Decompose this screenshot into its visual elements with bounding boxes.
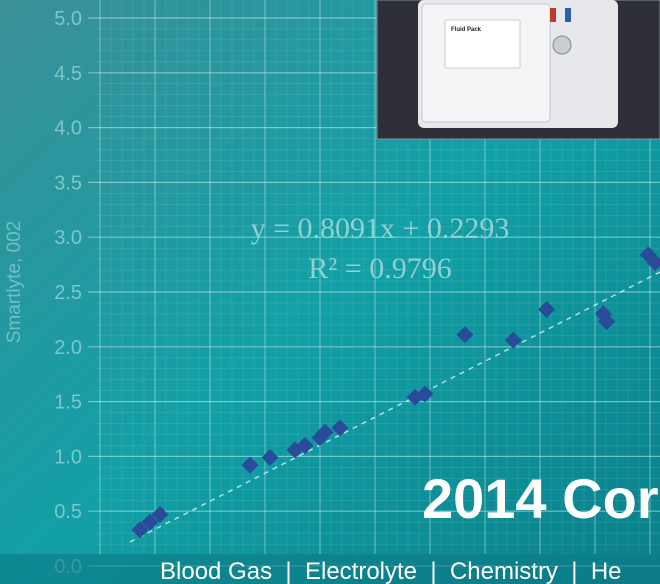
y-tick-label: 0.5	[54, 501, 82, 523]
footer-text: Blood Gas | Electrolyte | Chemistry | He	[160, 558, 622, 584]
y-tick-label: 4.0	[54, 118, 82, 140]
y-tick-label: 1.0	[54, 446, 82, 468]
y-tick-label: 4.5	[54, 63, 82, 85]
port-blue	[565, 8, 571, 22]
y-tick-label: 2.5	[54, 282, 82, 304]
equation: y = 0.8091x + 0.2293	[251, 212, 510, 245]
y-axis-label: Smartlyte, 002	[4, 221, 25, 344]
y-tick-label: 2.0	[54, 337, 82, 359]
inset-photo: Fluid Pack	[377, 0, 660, 139]
r-squared: R² = 0.9796	[308, 252, 451, 285]
cover-title: 2014 Cor	[422, 467, 659, 530]
y-tick-label: 1.5	[54, 392, 82, 414]
valve	[553, 36, 571, 54]
y-tick-label: 3.5	[54, 172, 82, 194]
y-tick-label: 5.0	[54, 8, 82, 30]
port-red	[550, 8, 556, 22]
pack-label: Fluid Pack	[451, 27, 482, 33]
y-tick-label: 3.0	[54, 227, 82, 249]
page: 0.00.51.01.52.02.53.03.54.04.55.0 Smartl…	[0, 0, 660, 584]
